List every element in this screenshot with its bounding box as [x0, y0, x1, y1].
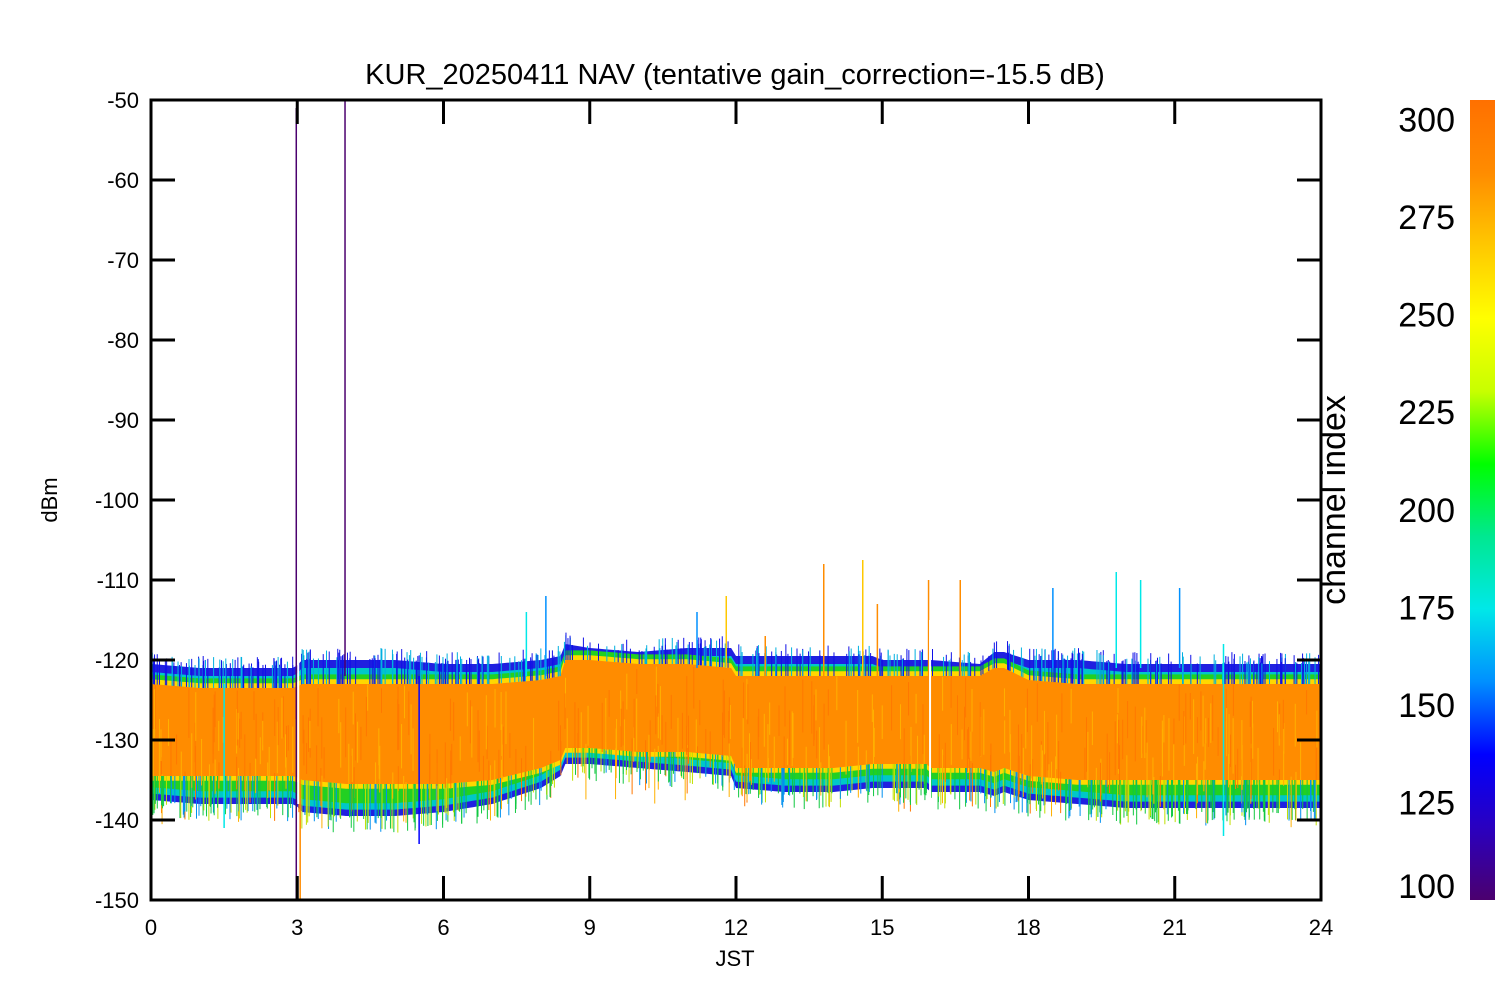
y-tick-label: -100 — [95, 488, 139, 513]
x-axis: 0 3 6 9 12 15 18 21 24 — [145, 100, 1333, 940]
x-tick-label: 21 — [1163, 915, 1187, 940]
colorbar-tick-label: 125 — [1398, 784, 1455, 822]
colorbar-tick-label: 250 — [1398, 297, 1455, 335]
x-tick-label: 6 — [437, 915, 449, 940]
x-tick-label: 9 — [584, 915, 596, 940]
x-axis-label: JST — [715, 946, 754, 971]
colorbar-tick-label: 225 — [1398, 394, 1455, 432]
data-gap — [929, 620, 932, 804]
colorbar-tick-label: 100 — [1398, 868, 1455, 906]
colorbar — [1470, 100, 1495, 900]
colorbar-tick-label: 200 — [1398, 492, 1455, 530]
y-tick-label: -70 — [107, 248, 139, 273]
x-tick-label: 12 — [724, 915, 748, 940]
x-tick-label: 3 — [291, 915, 303, 940]
y-tick-label: -130 — [95, 728, 139, 753]
y-axis-label: dBm — [37, 477, 62, 522]
y-tick-label: -110 — [97, 568, 139, 593]
y-tick-label: -80 — [107, 328, 139, 353]
x-tick-label: 0 — [145, 915, 157, 940]
colorbar-tick-label: 150 — [1398, 687, 1455, 725]
x-tick-label: 24 — [1309, 915, 1333, 940]
y-tick-label: -50 — [107, 88, 139, 113]
colorbar-ticks: 300 275 250 225 200 175 150 125 100 — [1398, 102, 1455, 906]
x-tick-label: 18 — [1016, 915, 1040, 940]
y-tick-label: -90 — [107, 408, 139, 433]
y-axis: -50 -60 -70 -80 -90 -100 -110 -120 -130 -140 -150 — [95, 88, 1321, 913]
colorbar-tick-label: 175 — [1398, 589, 1455, 627]
y-tick-label: -150 — [95, 888, 139, 913]
y-tick-label: -60 — [107, 168, 139, 193]
y-tick-label: -120 — [95, 648, 139, 673]
x-tick-label: 15 — [870, 915, 894, 940]
data-gap — [297, 620, 300, 804]
chart-title: KUR_20250411 NAV (tentative gain_correct… — [365, 59, 1105, 91]
y-tick-label: -140 — [95, 808, 139, 833]
envelope-orange-band — [151, 660, 1321, 784]
plot-data-area — [151, 100, 1321, 900]
colorbar-label: channel index — [1315, 395, 1353, 605]
colorbar-tick-label: 300 — [1398, 102, 1455, 140]
colorbar-tick-label: 275 — [1398, 199, 1455, 237]
